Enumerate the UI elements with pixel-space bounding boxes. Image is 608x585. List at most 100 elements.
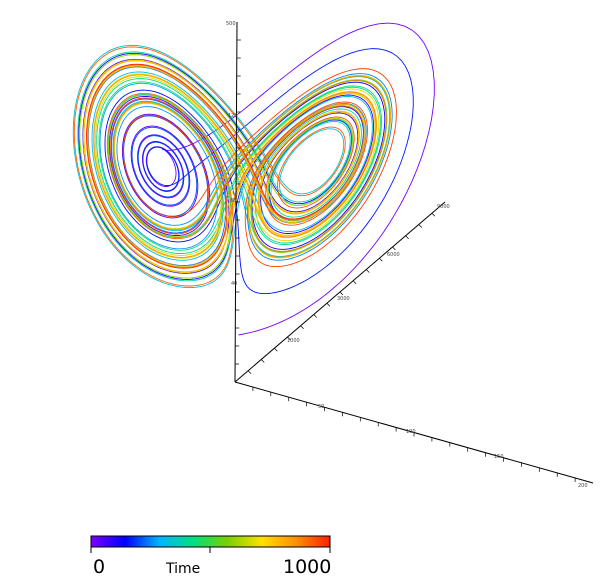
trajectory-segment: [144, 126, 198, 204]
trajectory-segment: [297, 92, 376, 235]
trajectory-segment: [235, 94, 365, 211]
axis-minor-tick: [326, 303, 331, 307]
trajectory-segment: [94, 76, 230, 234]
axis-minor-tick: [339, 291, 344, 296]
trajectory-segment: [112, 100, 209, 213]
trajectory-segment: [282, 80, 387, 252]
trajectory-segment: [247, 48, 414, 285]
trajectory-segment: [86, 63, 217, 265]
trajectory-segment: [214, 170, 248, 261]
y-tick-1000: 1000: [287, 338, 300, 344]
z-tick-120: 120: [228, 113, 238, 119]
trajectory-segment: [283, 112, 360, 214]
trajectory-segment: [207, 161, 227, 259]
z-tick-40: 40: [231, 281, 237, 287]
trajectory-segment: [116, 106, 218, 190]
trajectory-segment: [265, 167, 307, 226]
trajectory-segment: [267, 75, 393, 261]
trajectory-segment: [304, 121, 351, 202]
trajectory-segment: [162, 216, 228, 269]
axis-minor-tick: [352, 280, 357, 284]
trajectory-segment: [253, 35, 435, 333]
x-tick-150: 150: [494, 454, 504, 460]
trajectory-segment: [294, 101, 368, 223]
trajectory-segment: [243, 85, 383, 208]
x-tick-50: 50: [318, 404, 324, 410]
trajectory-segment: [131, 128, 180, 206]
trajectory-segment: [228, 147, 282, 241]
trajectory-segment: [142, 141, 165, 191]
time-colorbar: 0 Time 1000: [90, 535, 331, 578]
trajectory-curves: [72, 22, 435, 336]
y-tick-9000: 9000: [437, 204, 450, 210]
trajectory-segment: [99, 82, 207, 244]
trajectory-segment: [123, 222, 224, 259]
x-tick-200: 200: [578, 483, 588, 489]
axis-minor-tick: [418, 224, 422, 228]
trajectory-segment: [248, 143, 278, 244]
trajectory-segment: [131, 163, 190, 207]
trajectory-segment: [114, 107, 193, 230]
trajectory-segment: [266, 124, 315, 218]
trajectory-segment: [248, 165, 323, 223]
axis-minor-tick: [274, 348, 278, 352]
colorbar-title: Time: [165, 561, 200, 577]
trajectory-segment: [98, 81, 190, 251]
trajectory-segment: [254, 105, 365, 186]
trajectory-segment: [86, 86, 210, 268]
trajectory-segment: [199, 154, 253, 250]
trajectory-segment: [83, 114, 216, 273]
trajectory-segment: [138, 184, 221, 230]
trajectory-segment: [251, 184, 285, 250]
trajectory-segment: [93, 84, 204, 258]
trajectory-segment: [216, 113, 295, 220]
trajectory-segment: [244, 125, 295, 238]
trajectory-segment: [161, 147, 241, 218]
axis-minor-tick: [261, 359, 265, 363]
trajectory-segment: [106, 136, 207, 240]
trajectory-segment: [284, 81, 386, 250]
trajectory-segment: [109, 95, 175, 236]
trajectory-segment: [189, 163, 245, 250]
trajectory-segment: [281, 88, 380, 242]
trajectory-segment: [266, 156, 356, 215]
minor-ticks: [235, 39, 576, 482]
axis-minor-tick: [366, 269, 370, 273]
trajectory-segment: [255, 188, 355, 238]
trajectory-segment: [92, 73, 237, 226]
trajectory-segment: [260, 110, 360, 181]
trajectory-segment: [91, 90, 208, 261]
trajectory-segment: [116, 148, 204, 226]
trajectory-segment: [118, 251, 230, 289]
axis-minor-tick: [379, 258, 383, 262]
trajectory-segment: [163, 66, 285, 211]
axis-minor-tick: [392, 246, 396, 251]
trajectory-segment: [252, 79, 388, 236]
axis-minor-tick: [431, 213, 436, 217]
trajectory-segment: [265, 151, 362, 221]
trajectory-segment: [219, 75, 391, 185]
trajectory-segment: [110, 100, 192, 235]
axis-minor-tick: [300, 325, 304, 329]
trajectory-segment: [107, 92, 232, 196]
trajectory-segment: [183, 146, 253, 237]
trajectory-segment: [252, 206, 347, 246]
trajectory-segment: [302, 117, 354, 206]
trajectory-segment: [248, 95, 373, 181]
trajectory-segment: [254, 160, 382, 258]
trajectory-segment: [113, 74, 257, 209]
trajectory-segment: [206, 88, 327, 224]
trajectory-segment: [203, 73, 374, 208]
trajectory-segment: [163, 144, 184, 198]
trajectory-segment: [286, 128, 345, 175]
trajectory-segment: [137, 135, 170, 198]
trajectory-segment: [293, 118, 353, 199]
trajectory-segment: [292, 112, 359, 207]
trajectory-segment: [73, 132, 221, 287]
trajectory-segment: [254, 108, 352, 209]
trajectory-segment: [137, 149, 183, 199]
trajectory-segment: [241, 272, 299, 295]
trajectory-segment: [83, 59, 193, 273]
trajectory-segment: [122, 114, 179, 215]
